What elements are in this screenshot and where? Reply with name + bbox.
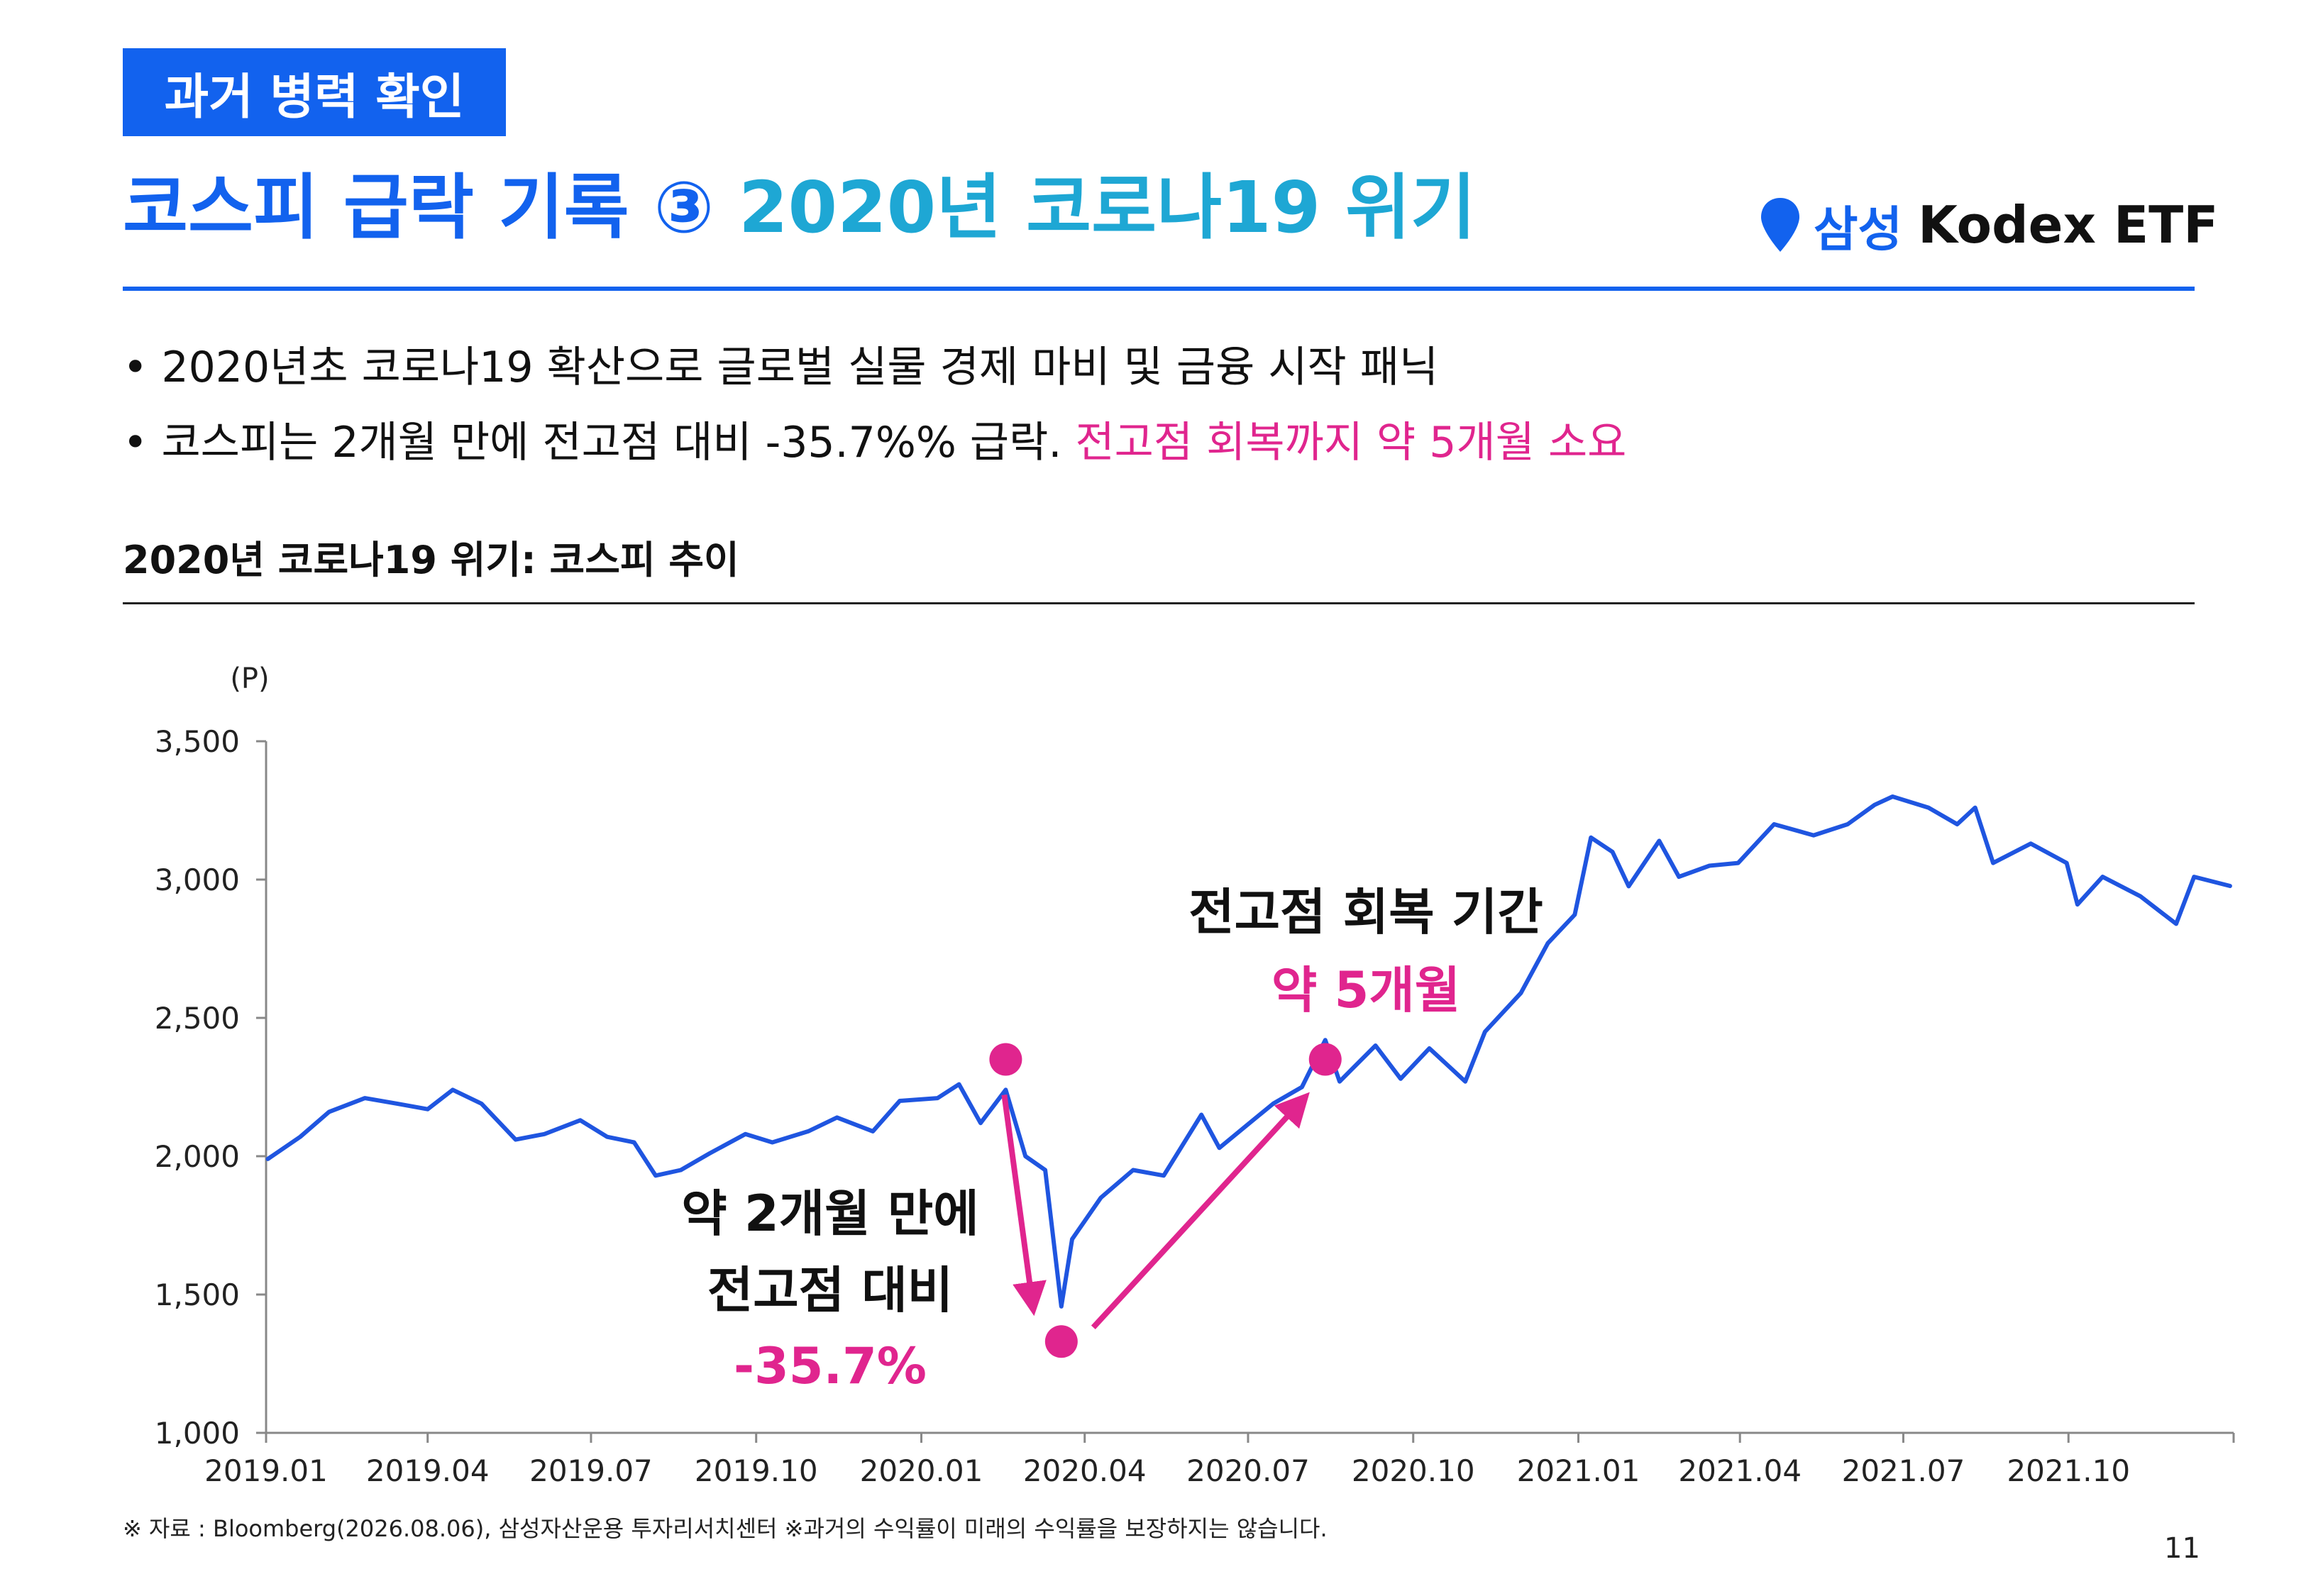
- bullet-text: • 2020년초 코로나19 확산으로 글로벌 실물 경제 마비 및 금융 시작…: [123, 343, 1439, 392]
- x-tick-label: 2019.07: [529, 1453, 653, 1488]
- x-tick-label: 2021.01: [1517, 1453, 1640, 1488]
- location-pin-icon: [1761, 198, 1799, 252]
- marker-dot: [989, 1043, 1022, 1076]
- marker-dot: [1044, 1325, 1078, 1358]
- drop-annotation-line1: 약 2개월 만에: [681, 1185, 978, 1243]
- page-title-accent: 2020년 코로나19 위기: [738, 166, 1477, 249]
- y-tick-label: 2,000: [155, 1139, 240, 1174]
- chart-title: 2020년 코로나19 위기: 코스피 추이: [123, 538, 739, 582]
- y-tick-label: 2,500: [155, 1001, 240, 1036]
- bullet-text: • 코스피는 2개월 만에 전고점 대비 -35.7%% 급락.: [123, 418, 1076, 467]
- bullet-item: • 코스피는 2개월 만에 전고점 대비 -35.7%% 급락. 전고점 회복까…: [123, 405, 1626, 480]
- section-tag: 과거 병력 확인: [123, 48, 506, 136]
- recovery-arrow: [1091, 1092, 1310, 1330]
- x-tick-label: 2020.01: [860, 1453, 983, 1488]
- page-title: 코스피 급락 기록 ③ 2020년 코로나19 위기: [123, 169, 1476, 247]
- x-tick-label: 2020.07: [1186, 1453, 1310, 1488]
- x-tick-label: 2020.10: [1352, 1453, 1475, 1488]
- x-tick-label: 2021.07: [1842, 1453, 1965, 1488]
- y-tick-label: 1,000: [155, 1416, 240, 1451]
- bullet-list: • 2020년초 코로나19 확산으로 글로벌 실물 경제 마비 및 금융 시작…: [123, 330, 1626, 480]
- drop-annotation-value: -35.7%: [734, 1337, 927, 1395]
- y-tick-label: 3,500: [155, 724, 240, 759]
- y-tick-label: 3,000: [155, 863, 240, 897]
- bullet-highlight: 전고점 회복까지 약 5개월 소요: [1075, 418, 1627, 467]
- title-divider: [123, 287, 2195, 291]
- recovery-annotation-value: 약 5개월: [1271, 961, 1460, 1019]
- page-title-main: 코스피 급락 기록 ③: [123, 166, 739, 249]
- brand-logo: 삼성 Kodex ETF: [1760, 193, 2219, 258]
- x-tick-label: 2020.04: [1023, 1453, 1147, 1488]
- x-tick-label: 2019.04: [366, 1453, 490, 1488]
- x-tick-label: 2021.10: [2007, 1453, 2130, 1488]
- kospi-series-line: [265, 794, 2232, 1309]
- brand-samsung: 삼성: [1814, 201, 1903, 258]
- y-unit-label: (P): [230, 663, 269, 695]
- drop-arrow: [1001, 1094, 1047, 1317]
- recovery-annotation-line1: 전고점 회복 기간: [1188, 883, 1543, 941]
- x-tick-label: 2019.10: [695, 1453, 818, 1488]
- marker-dot: [1308, 1043, 1342, 1076]
- page-number: 11: [2164, 1532, 2200, 1565]
- x-tick-label: 2019.01: [204, 1453, 328, 1488]
- bullet-item: • 2020년초 코로나19 확산으로 글로벌 실물 경제 마비 및 금융 시작…: [123, 330, 1626, 405]
- x-tick-label: 2021.04: [1678, 1453, 1802, 1488]
- brand-kodex: Kodex ETF: [1918, 195, 2219, 255]
- y-tick-label: 1,500: [155, 1278, 240, 1312]
- source-footnote: ※ 자료 : Bloomberg(2026.08.06), 삼성자산운용 투자리…: [123, 1515, 1328, 1542]
- chart-title-divider: [123, 602, 2195, 604]
- drop-annotation-line2: 전고점 대비: [707, 1261, 953, 1319]
